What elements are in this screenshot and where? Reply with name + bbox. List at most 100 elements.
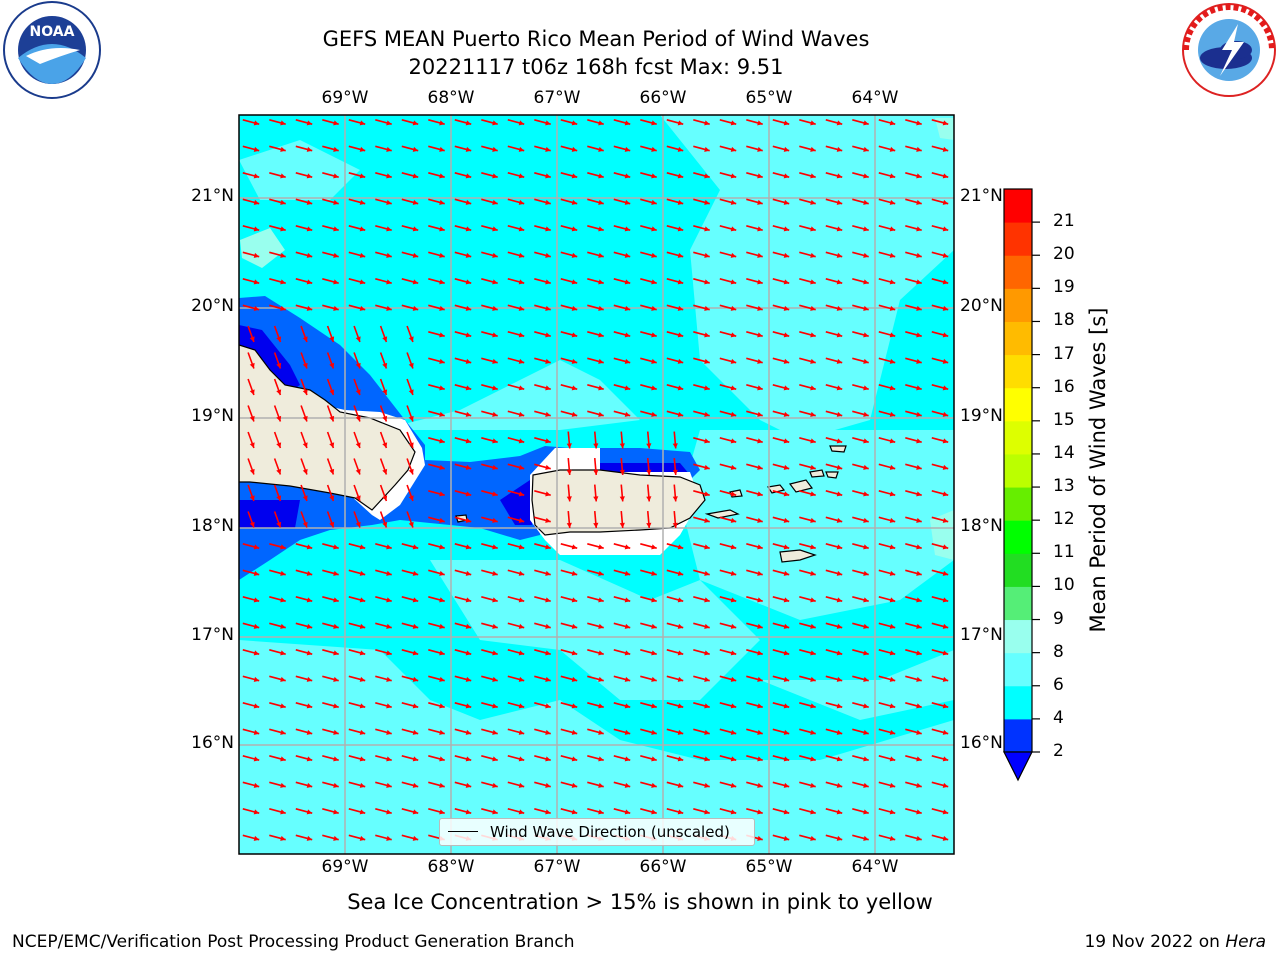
wind-wave-arrowhead: [545, 650, 551, 656]
wind-wave-arrowhead: [492, 226, 498, 232]
wind-wave-arrowhead: [916, 252, 922, 258]
wind-wave-arrowhead: [624, 252, 631, 258]
wind-wave-arrowhead: [306, 676, 313, 682]
wind-wave-arrowhead: [439, 703, 445, 709]
wind-wave-arrowhead: [942, 120, 949, 126]
wind-wave-arrowhead: [571, 332, 578, 338]
wind-wave-arrowhead: [810, 623, 816, 629]
wind-wave-arrowhead: [598, 411, 604, 417]
wind-wave-arrowhead: [783, 491, 790, 497]
wind-wave-arrowhead: [518, 146, 525, 152]
wind-wave-arrowhead: [566, 469, 572, 475]
wind-wave-arrowhead: [412, 544, 419, 550]
wind-wave-arrowhead: [492, 756, 498, 762]
wind-wave-arrowhead: [598, 597, 604, 603]
wind-wave-arrowhead: [333, 623, 339, 629]
footer-date-text: 19 Nov 2022 on: [1084, 932, 1226, 952]
wind-wave-arrowhead: [329, 521, 335, 528]
wind-wave-arrowhead: [783, 411, 790, 417]
wind-wave-arrowhead: [465, 544, 472, 550]
wind-wave-arrowhead: [889, 305, 896, 311]
wind-wave-arrowhead: [704, 279, 710, 285]
wind-wave-arrowhead: [465, 782, 472, 788]
wind-wave-arrowhead: [916, 570, 922, 576]
hispaniola-land: [239, 344, 416, 511]
wind-wave-arrowhead: [677, 623, 684, 629]
wind-wave-arrowhead: [306, 226, 313, 232]
wind-wave-arrowhead: [757, 491, 763, 497]
wind-wave-arrowhead: [593, 522, 599, 528]
wind-wave-arrowhead: [518, 597, 525, 603]
wind-wave-arrowhead: [306, 146, 313, 152]
wind-wave-arrowhead: [412, 173, 419, 179]
wind-wave-arrowhead: [302, 336, 308, 342]
wind-wave-arrowhead: [836, 729, 843, 735]
wind-wave-arrowhead: [651, 305, 657, 311]
wind-wave-arrowhead: [598, 332, 604, 338]
wind-wave-arrowhead: [355, 495, 361, 501]
wind-wave-arrowhead: [624, 570, 631, 576]
wind-wave-arrowhead: [730, 279, 737, 285]
wind-wave-arrowhead: [386, 120, 392, 126]
st-croix-land: [779, 549, 817, 563]
wind-wave-arrowhead: [916, 703, 922, 709]
wind-wave-arrowhead: [306, 650, 313, 656]
wind-wave-arrowhead: [783, 597, 790, 603]
wind-wave-arrowhead: [730, 809, 737, 815]
wind-wave-arrowhead: [783, 650, 790, 656]
wind-wave-arrowhead: [439, 305, 445, 311]
wind-wave-arrowhead: [386, 623, 392, 629]
colorbar-tick-label: 10: [1053, 575, 1075, 596]
lon-label-top: 64°W: [851, 88, 899, 108]
wind-wave-arrowhead: [492, 358, 498, 364]
wind-wave-arrowhead: [704, 226, 710, 232]
wind-wave-arrowhead: [889, 464, 896, 470]
wind-wave-arrowhead: [624, 729, 631, 735]
wind-wave-arrowhead: [439, 570, 445, 576]
wind-wave-arrowhead: [863, 756, 869, 762]
wind-wave-arrowhead: [465, 729, 472, 735]
colorbar-tick-label: 6: [1053, 674, 1064, 695]
wind-wave-arrowhead: [492, 173, 498, 179]
wind-wave-arrowhead: [757, 305, 763, 311]
wind-wave-arrowhead: [942, 411, 949, 417]
wind-wave-arrowhead: [276, 495, 282, 501]
wind-wave-arrowhead: [492, 597, 498, 603]
wind-wave-arrowhead: [730, 146, 737, 152]
wind-wave-arrowhead: [359, 146, 366, 152]
wind-wave-arrowhead: [757, 835, 763, 841]
map-subtitle: 20221117 t06z 168h fcst Max: 9.51: [408, 55, 784, 79]
wind-wave-arrowhead: [598, 173, 604, 179]
wind-wave-arrowhead: [306, 597, 313, 603]
wind-wave-arrowhead: [382, 495, 388, 501]
wind-wave-arrowhead: [518, 226, 525, 232]
wave-period-2-4-region: [239, 296, 700, 580]
wind-wave-arrowhead: [704, 332, 710, 338]
wind-wave-arrowhead: [518, 703, 525, 709]
wind-wave-arrowhead: [412, 623, 419, 629]
wind-wave-arrowhead: [465, 676, 472, 682]
wind-wave-arrowhead: [783, 120, 790, 126]
wind-wave-arrowhead: [624, 385, 631, 391]
wind-wave-arrowhead: [757, 756, 763, 762]
wind-wave-arrowhead: [382, 415, 388, 422]
wind-wave-arrowhead: [408, 415, 414, 422]
wind-wave-arrowhead: [730, 305, 737, 311]
wind-wave-arrowhead: [359, 676, 366, 682]
lon-label-top: 69°W: [321, 88, 369, 108]
wind-wave-arrowhead: [518, 385, 525, 391]
wind-wave-arrowhead: [465, 756, 472, 762]
wind-wave-arrowhead: [571, 570, 578, 576]
colorbar-tick-label: 18: [1053, 310, 1075, 331]
wind-wave-arrowhead: [465, 332, 472, 338]
wind-wave-arrowhead: [386, 252, 392, 258]
wind-wave-arrowhead: [863, 729, 869, 735]
wind-wave-arrowhead: [942, 517, 949, 523]
wind-wave-arrowhead: [465, 146, 472, 152]
wind-wave-arrowhead: [253, 173, 260, 179]
wind-wave-arrowhead: [836, 252, 843, 258]
wind-wave-arrowhead: [412, 199, 419, 205]
wind-wave-arrowhead: [465, 173, 472, 179]
wind-wave-arrowhead: [783, 146, 790, 152]
wind-wave-arrowhead: [651, 358, 657, 364]
